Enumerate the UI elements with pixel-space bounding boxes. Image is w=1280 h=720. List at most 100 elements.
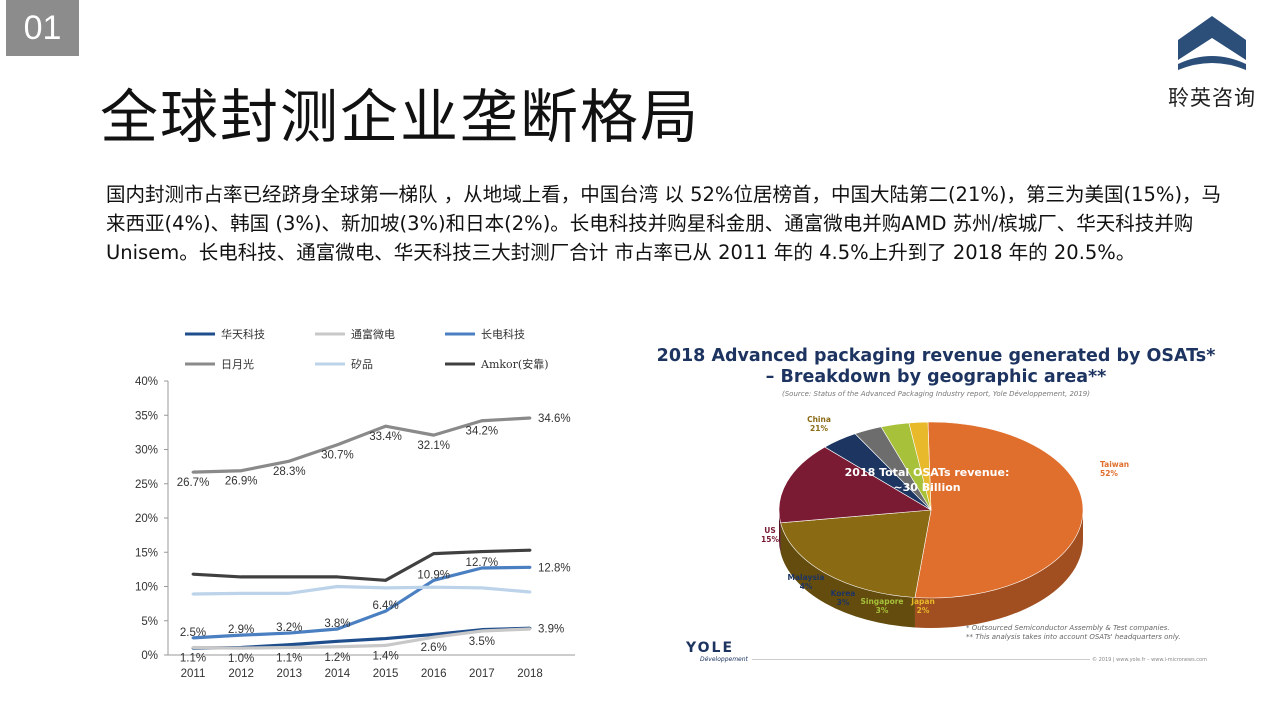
- data-label: 3.5%: [469, 636, 495, 648]
- x-tick-label: 2014: [325, 668, 351, 680]
- data-point: [191, 470, 195, 474]
- data-label: 10.9%: [417, 569, 450, 581]
- data-point: [287, 631, 291, 635]
- legend-label: 日月光: [221, 357, 254, 371]
- data-label: 2.6%: [421, 642, 447, 654]
- data-point: [336, 443, 339, 447]
- pie-footer-rule: [752, 659, 1090, 660]
- x-tick-label: 2018: [517, 668, 543, 680]
- data-point: [528, 548, 532, 552]
- data-label: 1.1%: [180, 652, 206, 664]
- summary-paragraph: 国内封测市占率已经跻身全球第一梯队 ，从地域上看，中国台湾 以 52%位居榜首，…: [106, 183, 1222, 264]
- pie-footnote-2: ** This analysis takes into account OSAT…: [966, 633, 1181, 641]
- data-label: 2.5%: [180, 627, 206, 639]
- pie-footnote-1: * Outsourced Semiconductor Assembly & Te…: [966, 624, 1170, 632]
- data-point: [191, 592, 195, 596]
- data-point: [239, 633, 243, 637]
- data-label: 30.7%: [321, 450, 354, 462]
- yole-logo-subtext: Développement: [700, 656, 748, 663]
- data-point: [432, 585, 436, 589]
- data-label: 1.0%: [228, 653, 254, 665]
- pie-center-value: ~30 Billion: [893, 481, 960, 494]
- data-point: [239, 591, 243, 595]
- data-point: [480, 550, 484, 553]
- data-point: [191, 572, 195, 576]
- x-tick-label: 2012: [228, 668, 254, 680]
- pie-slice-name: US: [764, 526, 776, 535]
- data-label: 2.9%: [228, 624, 254, 636]
- data-point: [191, 646, 195, 649]
- data-point: [384, 424, 387, 428]
- y-tick-label: 30%: [135, 445, 158, 457]
- data-label: 6.4%: [372, 600, 398, 612]
- data-point: [432, 635, 436, 639]
- data-label: 3.2%: [276, 622, 302, 634]
- data-point: [384, 609, 387, 613]
- x-tick-label: 2016: [421, 668, 447, 680]
- pie-slice: [780, 509, 932, 598]
- data-point: [384, 644, 387, 647]
- pie-slice-side: [779, 510, 781, 553]
- data-point: [528, 565, 532, 569]
- pie-slice-value: 4%: [800, 582, 813, 591]
- pie-chart-source: (Source: Status of the Advanced Packagin…: [782, 390, 1090, 398]
- pie-slice-value: 2%: [917, 606, 930, 615]
- legend-label: Amkor(安靠): [480, 357, 549, 371]
- pie-slice-name: Taiwan: [1100, 460, 1129, 469]
- data-label: 33.4%: [369, 431, 402, 443]
- y-tick-label: 35%: [135, 410, 158, 422]
- x-tick-label: 2013: [276, 668, 302, 680]
- y-tick-label: 20%: [135, 513, 158, 525]
- data-point: [287, 575, 291, 579]
- y-tick-label: 0%: [141, 650, 158, 662]
- series-line: [192, 416, 531, 474]
- data-point: [480, 566, 484, 570]
- series-line: [192, 584, 531, 596]
- osat-pie-panel: Taiwan 52% China 21% US 15% Malaysia 4% Korea 3% S…: [656, 310, 1216, 690]
- pie-slice-side: [914, 510, 1083, 628]
- data-point: [384, 586, 387, 590]
- pie-footnotes: * Outsourced Semiconductor Assembly & Te…: [966, 624, 1181, 642]
- logo-mountain-icon: [1178, 16, 1246, 70]
- line-chart-svg: 0% 5% 10% 15% 20% 25% 30% 35% 40% 2011 2012 2013 201…: [135, 327, 575, 680]
- data-point: [191, 636, 195, 640]
- data-point: [432, 433, 436, 437]
- y-tick-label: 25%: [135, 479, 158, 491]
- data-point: [239, 646, 243, 650]
- data-point: [239, 469, 243, 473]
- legend-label: 华天科技: [221, 327, 265, 341]
- data-label: 3.9%: [538, 623, 564, 635]
- legend-label: 矽品: [351, 357, 373, 371]
- legend-label: 通富微电: [351, 327, 395, 341]
- logo-text: 聆英咨询: [1168, 86, 1256, 110]
- pie-slice-value: 21%: [810, 424, 828, 433]
- slide-number: 01: [6, 0, 79, 56]
- page-title: 全球封测企业垄断格局: [100, 83, 701, 151]
- x-tick-label: 2017: [469, 668, 495, 680]
- data-label: 34.2%: [466, 426, 499, 438]
- data-point: [336, 585, 339, 588]
- data-point: [336, 639, 339, 643]
- y-tick-label: 15%: [135, 547, 158, 559]
- pie-slice-name: Malaysia: [788, 573, 825, 582]
- pie-slice-value: 52%: [1100, 469, 1118, 478]
- data-label: 12.8%: [538, 562, 571, 574]
- data-point: [528, 627, 532, 631]
- pie-slice-name: Japan: [910, 597, 935, 606]
- pie-slice: [914, 421, 1084, 599]
- data-label: 26.9%: [225, 476, 258, 488]
- pie-chart-title: 2018 Advanced packaging revenue generate…: [656, 346, 1216, 387]
- data-point: [384, 578, 387, 582]
- data-label: 1.1%: [276, 652, 302, 664]
- pie-slice-name: Korea: [831, 589, 856, 598]
- pie-slice-value: 3%: [837, 598, 850, 607]
- data-point: [432, 552, 436, 556]
- data-label: 32.1%: [417, 440, 450, 452]
- data-point: [336, 575, 339, 579]
- data-point: [528, 590, 532, 594]
- pie-slice: [908, 421, 932, 511]
- pie-slice: [778, 446, 932, 524]
- y-tick-label: 40%: [135, 376, 158, 388]
- data-point: [287, 459, 291, 463]
